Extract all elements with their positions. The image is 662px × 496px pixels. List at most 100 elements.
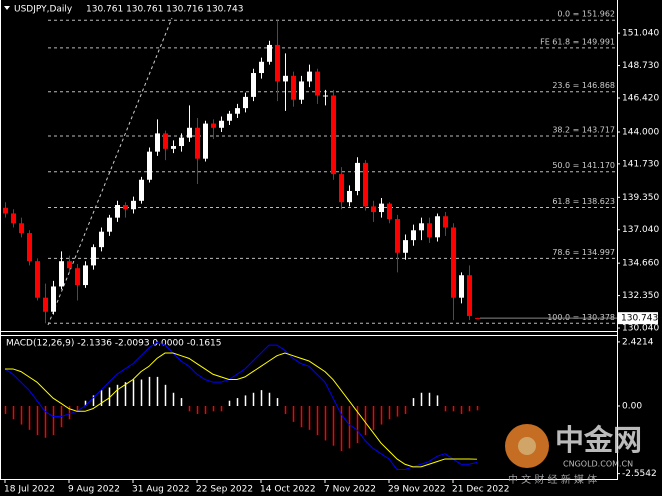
- candle-body: [387, 203, 392, 220]
- fib-label: 23.6 = 146.868: [552, 81, 615, 90]
- candle-body: [171, 146, 176, 149]
- fib-label: 78.6 = 134.997: [552, 248, 615, 257]
- x-tick-label: 21 Dec 2022: [452, 485, 510, 495]
- y-tick-label: 151.040: [622, 29, 659, 39]
- candle-body: [131, 200, 136, 210]
- candle-body: [363, 162, 368, 207]
- y-tick-label: 141.730: [622, 159, 659, 169]
- candle-body: [475, 317, 480, 319]
- candle-body: [355, 162, 360, 191]
- candle-body: [35, 261, 40, 298]
- candle-body: [179, 137, 184, 147]
- candle-body: [123, 205, 128, 210]
- y-tick-label: 144.000: [622, 128, 659, 138]
- y-tick-label: 132.350: [622, 291, 659, 301]
- candle-body: [435, 216, 440, 238]
- fib-label: FE 61.8 = 149.991: [540, 37, 615, 46]
- y-tick-label: 148.730: [622, 61, 659, 71]
- candle-body: [283, 75, 288, 82]
- candle-body: [67, 261, 72, 269]
- macd-line: [4, 341, 478, 471]
- candle-body: [115, 205, 120, 218]
- y-tick-label: 2.4214: [622, 337, 654, 347]
- candle-body: [243, 96, 248, 109]
- candle-body: [315, 71, 320, 96]
- x-tick-label: 14 Oct 2022: [260, 485, 316, 495]
- candle-body: [219, 120, 224, 128]
- y-tick-label: -2.5542: [622, 469, 657, 479]
- y-tick-label: 137.040: [622, 225, 659, 235]
- candle-body: [11, 213, 16, 224]
- candle-body: [3, 207, 8, 214]
- candle-body: [267, 44, 272, 62]
- last-price-label: 130.743: [621, 314, 658, 324]
- candle-body: [459, 275, 464, 298]
- candle-body: [75, 268, 80, 286]
- symbol-title: USDJPY,Daily: [14, 5, 73, 15]
- last-price-box: [618, 312, 658, 325]
- candle-body: [203, 123, 208, 159]
- candle-body: [379, 203, 384, 213]
- watermark: 中金网 CNGOLD.COM.CN 中 文 财 经 新 媒 体: [505, 423, 642, 486]
- candle-body: [467, 275, 472, 316]
- candle-body: [155, 133, 160, 152]
- candle-body: [19, 223, 24, 234]
- y-tick-label: 0.00: [622, 402, 642, 412]
- candle-body: [235, 108, 240, 114]
- candle-body: [307, 71, 312, 82]
- candle-body: [443, 216, 448, 228]
- collapse-icon[interactable]: [4, 6, 10, 10]
- x-tick-label: 9 Aug 2022: [68, 485, 120, 495]
- x-tick-label: 29 Nov 2022: [388, 485, 446, 495]
- candle-body: [51, 286, 56, 312]
- watermark-site: CNGOLD.COM.CN: [563, 460, 633, 469]
- candle-body: [91, 247, 96, 266]
- x-tick-label: 18 Jul 2022: [4, 485, 55, 495]
- candle-body: [451, 227, 456, 298]
- candle-body: [43, 297, 48, 312]
- candle-body: [339, 174, 344, 203]
- y-tick-label: 139.350: [622, 193, 659, 203]
- candle-body: [83, 265, 88, 286]
- candle-body: [411, 230, 416, 241]
- watermark-slogan: 中 文 财 经 新 媒 体: [508, 473, 597, 486]
- candle-body: [107, 217, 112, 232]
- candle-body: [187, 127, 192, 138]
- candle-body: [139, 179, 144, 201]
- candle-body: [419, 223, 424, 231]
- macd-line: [5, 352, 478, 468]
- candle-body: [427, 223, 432, 238]
- candle-body: [251, 73, 256, 97]
- x-tick-label: 7 Nov 2022: [324, 485, 376, 495]
- watermark-logo-inner: [518, 437, 536, 455]
- fib-label: 38.2 = 143.717: [552, 125, 615, 134]
- y-tick-label: 146.420: [622, 94, 659, 104]
- candle-body: [291, 75, 296, 100]
- candle-body: [371, 206, 376, 213]
- candle-body: [259, 61, 264, 74]
- candle-body: [347, 190, 352, 203]
- watermark-brand: 中金网: [555, 423, 642, 457]
- candle-body: [403, 240, 408, 253]
- candle-body: [275, 44, 280, 82]
- fib-trendline: [47, 17, 173, 326]
- candle-body: [163, 133, 168, 149]
- candle-body: [395, 219, 400, 253]
- y-tick-label: 134.660: [622, 259, 659, 269]
- candle-body: [195, 127, 200, 159]
- candle-body: [99, 231, 104, 248]
- fib-label: 100.0 = 130.378: [547, 313, 615, 322]
- candle-body: [27, 233, 32, 262]
- x-tick-label: 22 Sep 2022: [196, 485, 253, 495]
- candle-body: [227, 113, 232, 121]
- y-tick-label: 130.040: [622, 324, 659, 334]
- candle-body: [331, 95, 336, 175]
- x-tick-label: 31 Aug 2022: [132, 485, 190, 495]
- macd-title: MACD(12,26,9) -2.1336 -2.0093 0.0000 -0.…: [6, 339, 222, 349]
- ohlc-values: 130.761 130.761 130.716 130.743: [86, 5, 243, 15]
- fib-label: 50.0 = 141.170: [552, 161, 615, 170]
- candle-body: [323, 95, 328, 97]
- candle-body: [211, 123, 216, 128]
